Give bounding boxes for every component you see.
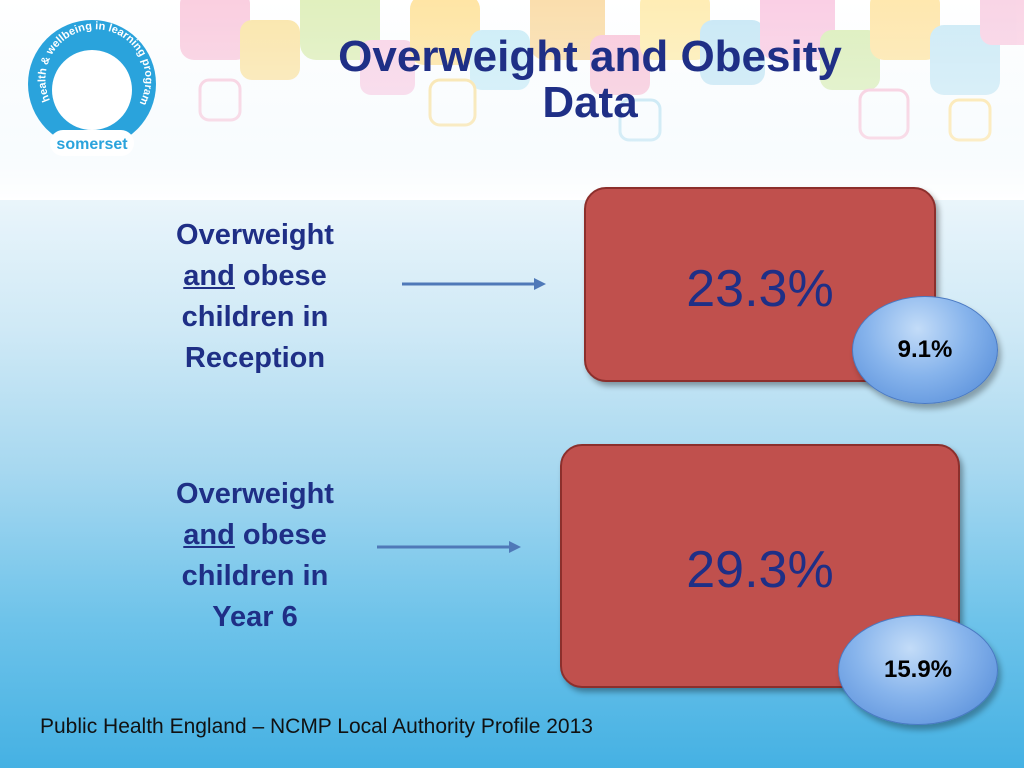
label-and: and — [183, 260, 235, 292]
title-line-2: Data — [542, 78, 638, 127]
arrow-icon — [377, 541, 521, 553]
year6-value-card: 29.3% — [560, 444, 960, 688]
title-line-1: Overweight and Obesity — [338, 32, 842, 81]
label-line: and obese — [150, 515, 360, 556]
reception-value: 23.3% — [686, 260, 834, 318]
year6-label: Overweight and obese children in Year 6 — [150, 474, 360, 638]
label-line: and obese — [150, 256, 360, 297]
reception-obese-bubble: 9.1% — [852, 296, 998, 404]
logo-label: somerset — [56, 136, 128, 153]
reception-label: Overweight and obese children in Recepti… — [150, 215, 360, 379]
slide-title: Overweight and Obesity Data — [250, 34, 930, 126]
label-obese: obese — [234, 260, 327, 292]
label-line: children in — [181, 301, 329, 333]
year6-obese-value: 15.9% — [883, 656, 953, 683]
year6-obese-bubble: 15.9% — [838, 615, 998, 725]
label-line: Overweight — [176, 219, 334, 251]
somerset-logo: health & wellbeing in learning programme… — [22, 12, 156, 156]
label-line: Overweight — [176, 478, 334, 510]
label-obese: obese — [234, 519, 327, 551]
decorative-pattern — [0, 0, 1024, 200]
year6-value: 29.3% — [686, 541, 834, 599]
source-footnote: Public Health England – NCMP Local Autho… — [40, 715, 593, 738]
label-line: Reception — [184, 342, 326, 374]
label-line: Year 6 — [212, 601, 298, 633]
reception-obese-value: 9.1% — [897, 336, 953, 363]
arrow-icon — [402, 278, 546, 290]
label-and: and — [183, 519, 235, 551]
label-line: children in — [181, 560, 329, 592]
